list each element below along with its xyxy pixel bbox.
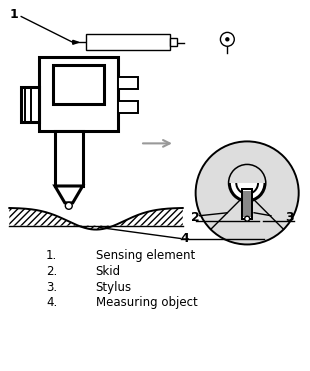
Text: Measuring object: Measuring object (95, 296, 197, 309)
Circle shape (245, 216, 250, 221)
Bar (242, 189, 252, 219)
Polygon shape (9, 208, 183, 230)
Circle shape (65, 202, 72, 209)
Bar (243, 191, 251, 217)
Bar (86, 35, 170, 50)
Circle shape (220, 32, 234, 46)
Wedge shape (229, 165, 265, 183)
Text: 4.: 4. (46, 296, 57, 309)
Text: 4: 4 (180, 232, 189, 245)
Text: 2: 2 (191, 211, 200, 224)
Text: 3: 3 (286, 211, 294, 224)
Text: 3.: 3. (46, 280, 57, 293)
Polygon shape (55, 186, 83, 203)
Bar (242, 189, 252, 219)
Bar (21, 87, 39, 122)
Text: Skid: Skid (95, 265, 121, 278)
Text: Sensing element: Sensing element (95, 249, 195, 262)
Text: Stylus: Stylus (95, 280, 132, 293)
Text: 2.: 2. (46, 265, 57, 278)
Text: 1.: 1. (46, 249, 57, 262)
Bar (170, 38, 177, 46)
Circle shape (229, 165, 265, 201)
Polygon shape (73, 40, 79, 44)
Bar (55, 131, 83, 186)
Bar (118, 77, 138, 89)
Bar (39, 57, 118, 131)
Bar (53, 65, 104, 104)
Circle shape (196, 141, 299, 244)
Text: 1: 1 (10, 8, 19, 21)
Circle shape (236, 172, 258, 194)
Circle shape (226, 38, 229, 41)
Bar (118, 101, 138, 113)
